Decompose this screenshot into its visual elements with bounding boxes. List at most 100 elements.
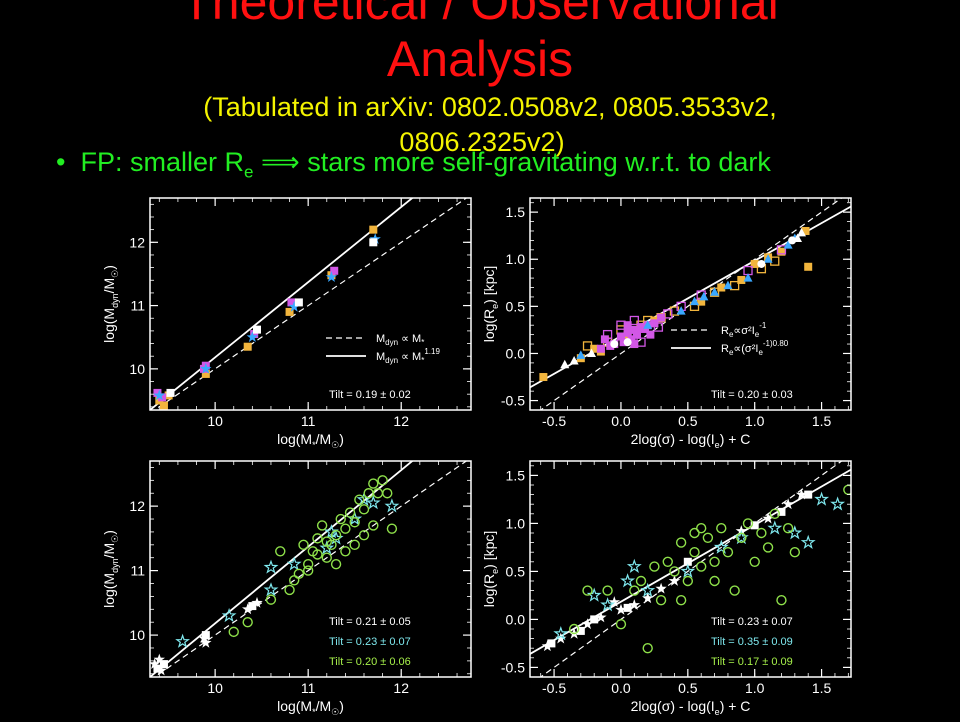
data-point bbox=[683, 557, 692, 566]
y-tick-label: 11 bbox=[130, 298, 145, 314]
data-point bbox=[586, 587, 602, 602]
legend-label: Mdyn ∝ M*1.19 bbox=[376, 347, 440, 365]
data-point bbox=[736, 532, 747, 544]
data-point bbox=[713, 539, 729, 554]
data-point bbox=[641, 324, 650, 333]
data-point bbox=[358, 529, 370, 541]
data-point bbox=[316, 520, 328, 531]
data-point bbox=[642, 642, 653, 654]
data-point bbox=[710, 287, 720, 296]
data-point bbox=[663, 309, 673, 319]
data-point bbox=[153, 389, 165, 401]
data-point bbox=[623, 328, 632, 337]
data-point bbox=[630, 340, 639, 349]
x-axis-label: log(M*/M☉) bbox=[277, 698, 344, 717]
data-point bbox=[756, 527, 767, 539]
data-point bbox=[669, 306, 680, 316]
y-axis-label: log(Re) [kpc] bbox=[481, 531, 500, 608]
data-point bbox=[384, 498, 400, 513]
data-point bbox=[596, 344, 605, 353]
x-tick-label: 12 bbox=[393, 680, 409, 696]
y-tick-label: 12 bbox=[129, 498, 145, 514]
slide-title-line2: Analysis bbox=[386, 31, 574, 87]
data-point bbox=[377, 475, 388, 486]
data-point bbox=[286, 556, 302, 571]
data-point bbox=[676, 306, 686, 315]
x-tick-label: 11 bbox=[301, 413, 316, 429]
panel-mass-top-left: 10 11 12 10 11 12 log(M*/M☉) log(Mdyn/M☉) Mdyn ∝… bbox=[98, 192, 476, 450]
legend-label: Re∝σ²Ie-1 bbox=[721, 321, 767, 339]
data-point bbox=[737, 275, 746, 284]
data-point bbox=[804, 490, 813, 499]
data-point bbox=[680, 563, 696, 578]
data-point bbox=[763, 254, 773, 263]
data-point bbox=[600, 335, 609, 344]
data-point bbox=[228, 626, 239, 638]
data-point bbox=[248, 602, 257, 611]
data-point bbox=[386, 523, 398, 534]
data-point bbox=[623, 338, 632, 347]
data-point bbox=[340, 523, 351, 534]
data-point bbox=[669, 566, 680, 577]
data-point bbox=[251, 596, 263, 608]
data-point bbox=[553, 625, 569, 641]
data-point bbox=[582, 341, 593, 351]
data-point bbox=[616, 332, 625, 341]
data-point bbox=[175, 633, 191, 648]
data-point bbox=[153, 664, 162, 673]
data-point bbox=[800, 534, 816, 549]
data-point bbox=[349, 517, 360, 528]
data-point bbox=[682, 575, 694, 587]
data-point bbox=[646, 330, 655, 339]
data-point bbox=[640, 582, 656, 597]
tilt-label: Tilt = 0.35 ± 0.09 bbox=[711, 636, 793, 648]
data-point bbox=[335, 513, 346, 525]
tilt-label: Tilt = 0.19 ± 0.02 bbox=[329, 389, 411, 401]
data-point bbox=[369, 238, 378, 247]
data-point bbox=[801, 226, 810, 235]
data-point bbox=[576, 626, 585, 635]
data-point bbox=[242, 616, 253, 628]
y-tick-label: -0.5 bbox=[501, 659, 525, 675]
data-point bbox=[153, 653, 165, 665]
data-point bbox=[636, 337, 646, 347]
data-point bbox=[716, 522, 727, 534]
data-point bbox=[602, 329, 613, 340]
x-tick-label: 11 bbox=[301, 680, 316, 696]
data-point bbox=[287, 298, 296, 307]
data-point bbox=[200, 636, 212, 648]
data-point bbox=[757, 259, 766, 268]
data-point bbox=[795, 488, 808, 500]
data-point bbox=[615, 603, 627, 615]
data-point bbox=[608, 596, 620, 607]
x-tick-label: 12 bbox=[393, 413, 409, 429]
data-point bbox=[587, 348, 597, 357]
y-tick-label: 11 bbox=[130, 563, 145, 579]
x-tick-label: -0.5 bbox=[542, 680, 566, 696]
data-point bbox=[797, 227, 807, 237]
data-point bbox=[653, 322, 664, 332]
data-point bbox=[690, 296, 700, 306]
data-point bbox=[253, 325, 261, 334]
data-point bbox=[628, 599, 640, 610]
x-tick-label: 10 bbox=[207, 413, 223, 429]
data-point bbox=[312, 549, 323, 560]
y-tick-label: 1.0 bbox=[506, 515, 526, 531]
data-point bbox=[330, 266, 339, 275]
reference-line-dashed bbox=[153, 198, 468, 410]
data-point bbox=[675, 594, 687, 606]
data-point bbox=[776, 594, 787, 606]
reference-line-dashed bbox=[153, 461, 468, 677]
y-axis-label: log(Mdyn/M☉) bbox=[101, 265, 120, 343]
tilt-label: Tilt = 0.17 ± 0.09 bbox=[711, 656, 793, 668]
data-point bbox=[321, 536, 332, 547]
data-point bbox=[709, 556, 720, 568]
data-point bbox=[369, 225, 378, 234]
data-point bbox=[629, 315, 639, 326]
data-point bbox=[285, 307, 294, 316]
data-point bbox=[635, 575, 647, 587]
data-point bbox=[298, 539, 309, 551]
bullet-pre: FP: smaller R bbox=[80, 147, 244, 177]
bullet-symbol: • bbox=[56, 147, 66, 177]
data-point bbox=[709, 575, 720, 587]
